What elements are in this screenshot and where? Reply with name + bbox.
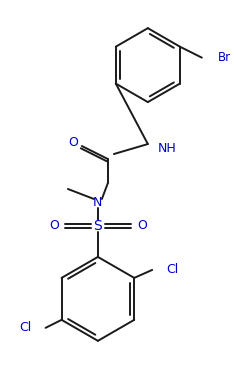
Text: Br: Br	[218, 51, 231, 64]
Text: Cl: Cl	[19, 321, 32, 334]
Text: NH: NH	[158, 142, 177, 155]
Text: O: O	[49, 220, 59, 233]
Text: S: S	[94, 219, 102, 233]
Text: Cl: Cl	[166, 263, 179, 276]
Text: O: O	[68, 135, 78, 148]
Text: O: O	[137, 220, 147, 233]
Text: N: N	[93, 197, 102, 210]
